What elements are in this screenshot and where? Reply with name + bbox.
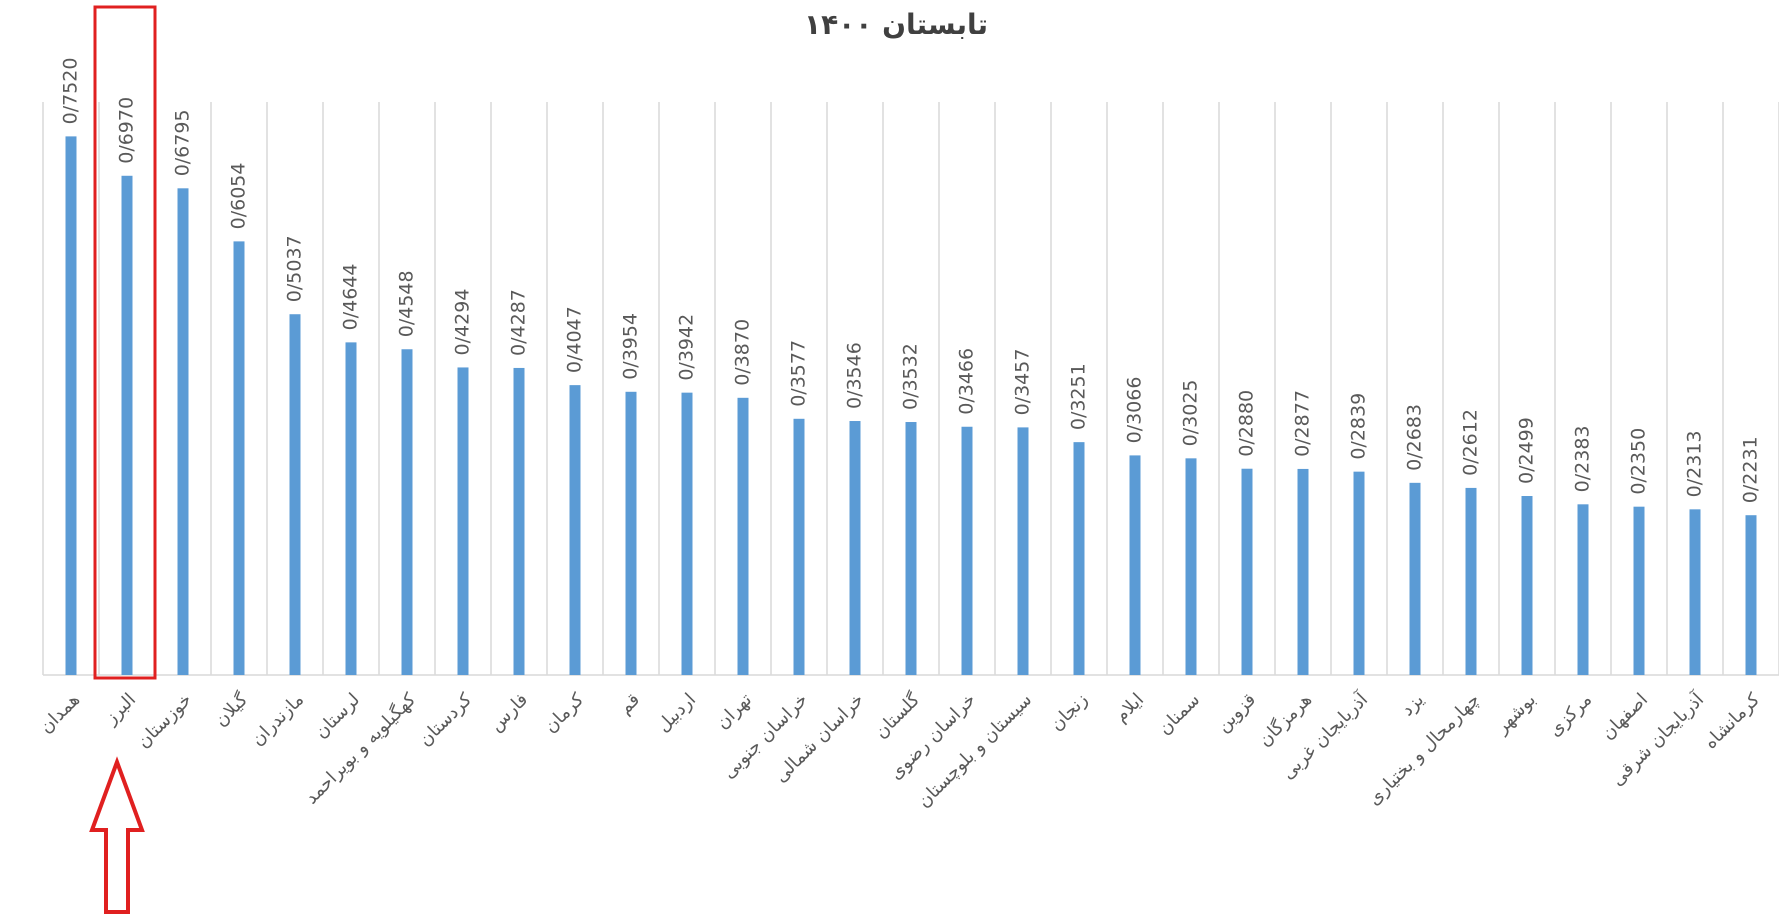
value-label: 0/3954 xyxy=(620,313,642,380)
value-label: 0/6795 xyxy=(172,109,194,176)
x-tick-label: ایلام xyxy=(1111,689,1148,726)
chart-title: تابستان ۱۴۰۰ xyxy=(804,8,988,41)
bar xyxy=(1073,442,1085,675)
value-label: 0/3457 xyxy=(1012,349,1034,416)
value-label: 0/2231 xyxy=(1740,436,1762,503)
value-label: 0/3466 xyxy=(956,348,978,415)
x-tick-label: زنجان xyxy=(1046,689,1092,735)
value-label: 0/2880 xyxy=(1236,390,1258,457)
value-label: 0/3066 xyxy=(1124,377,1146,444)
value-label: 0/2313 xyxy=(1684,430,1706,497)
plot-area: 0/7520 همدان 0/6970 البرز 0/6795 خوزستان 0/605… xyxy=(36,58,1779,812)
bar xyxy=(1241,468,1253,675)
bar xyxy=(1465,487,1477,675)
bar xyxy=(849,421,861,675)
x-tick-label: همدان xyxy=(36,689,84,737)
x-tick-label: کرمانشاه xyxy=(1700,689,1764,753)
bar xyxy=(233,241,245,675)
bar xyxy=(1689,509,1701,675)
value-label: 0/2383 xyxy=(1572,425,1594,492)
bar xyxy=(177,188,189,676)
value-label: 0/4287 xyxy=(508,289,530,356)
bar xyxy=(625,391,637,675)
x-tick-label: قزوین xyxy=(1213,689,1260,736)
value-label: 0/2683 xyxy=(1404,404,1426,471)
value-label: 0/3577 xyxy=(788,340,810,407)
bar xyxy=(793,418,805,675)
x-tick-label: آذربایجان شرقی xyxy=(1606,687,1709,790)
bar xyxy=(1185,458,1197,675)
x-tick-label: اصفهان xyxy=(1597,689,1652,744)
x-tick-label: گیلان xyxy=(210,688,253,731)
x-tick-label: یزد xyxy=(1397,689,1428,720)
highlight-box xyxy=(93,5,157,680)
value-label: 0/3532 xyxy=(900,343,922,410)
x-tick-label: سمنان xyxy=(1154,689,1204,739)
value-label: 0/4548 xyxy=(396,270,418,337)
value-label: 0/6054 xyxy=(228,163,250,230)
bar xyxy=(905,422,917,675)
x-tick-label: مرکزی xyxy=(1544,689,1596,741)
value-label: 0/2612 xyxy=(1460,409,1482,476)
value-label: 0/2350 xyxy=(1628,428,1650,495)
value-label: 0/2877 xyxy=(1292,390,1314,457)
value-label: 0/4644 xyxy=(340,264,362,331)
x-tick-label: کردستان xyxy=(415,689,477,751)
bar xyxy=(65,136,77,675)
x-tick-label: اردبیل xyxy=(653,689,700,736)
bar xyxy=(1297,468,1309,675)
x-tick-label: خوزستان xyxy=(133,689,196,752)
value-label: 0/4294 xyxy=(452,289,474,356)
value-label: 0/3942 xyxy=(676,314,698,381)
bar xyxy=(345,342,357,675)
bar xyxy=(289,314,301,675)
bar xyxy=(1409,482,1421,675)
x-tick-label: لرستان xyxy=(311,689,364,742)
bar xyxy=(681,392,693,675)
bar xyxy=(457,367,469,675)
value-label: 0/2839 xyxy=(1348,393,1370,460)
bar xyxy=(1353,471,1365,675)
bar xyxy=(1745,515,1757,675)
highlight-arrow xyxy=(89,756,145,914)
x-tick-label: البرز xyxy=(100,689,140,729)
value-label: 0/3025 xyxy=(1180,379,1202,446)
x-tick-label: قم xyxy=(615,689,644,718)
bar xyxy=(1577,504,1589,675)
value-label: 0/2499 xyxy=(1516,417,1538,484)
bar xyxy=(513,367,525,675)
value-label: 0/4047 xyxy=(564,306,586,373)
value-label: 0/3546 xyxy=(844,342,866,409)
x-tick-label: گلستان xyxy=(870,688,925,743)
bar xyxy=(737,397,749,675)
bar xyxy=(401,349,413,675)
bar xyxy=(1129,455,1141,675)
x-tick-label: مازندران xyxy=(247,689,308,750)
x-tick-label: تهران xyxy=(712,689,756,733)
value-label: 0/3870 xyxy=(732,319,754,386)
value-label: 0/3251 xyxy=(1068,363,1090,430)
bar xyxy=(1633,506,1645,675)
bar xyxy=(121,175,133,675)
bar xyxy=(569,385,581,675)
value-label: 0/5037 xyxy=(284,235,306,302)
value-label: 0/7520 xyxy=(60,58,82,125)
bar xyxy=(1521,496,1533,675)
bar xyxy=(1017,427,1029,675)
x-tick-label: بوشهر xyxy=(1491,689,1540,738)
x-tick-label: کرمان xyxy=(540,689,588,737)
bar xyxy=(961,426,973,675)
x-tick-label: فارس xyxy=(486,689,533,736)
value-label: 0/6970 xyxy=(116,97,138,164)
